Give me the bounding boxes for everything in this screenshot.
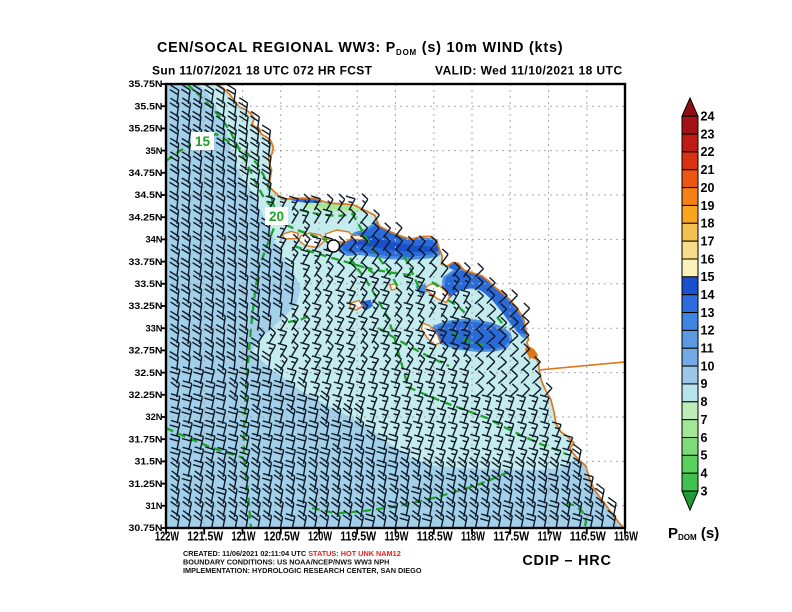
svg-text:6: 6 [701,431,708,445]
svg-text:15: 15 [195,134,211,149]
svg-text:34.25N: 34.25N [129,212,163,222]
svg-text:119.5W: 119.5W [340,529,377,544]
svg-text:11: 11 [701,342,714,356]
svg-text:BOUNDARY CONDITIONS: US NOAA/N: BOUNDARY CONDITIONS: US NOAA/NCEP/NWS WW… [183,558,389,567]
svg-text:35.75N: 35.75N [129,79,163,89]
svg-text:122W: 122W [155,529,180,544]
svg-text:35.25N: 35.25N [129,124,163,134]
svg-text:IMPLEMENTATION: HYDROLOGIC RES: IMPLEMENTATION: HYDROLOGIC RESEARCH CENT… [183,566,422,575]
svg-text:34.75N: 34.75N [129,168,163,178]
svg-text:CDIP – HRC: CDIP – HRC [522,553,611,569]
svg-text:116W: 116W [614,529,639,544]
svg-text:34N: 34N [146,235,163,245]
svg-text:12: 12 [701,324,715,338]
svg-text:32N: 32N [146,412,163,422]
svg-text:33N: 33N [146,323,163,333]
svg-text:33.75N: 33.75N [129,257,163,267]
svg-text:14: 14 [701,288,715,302]
svg-text:3: 3 [701,484,708,498]
svg-text:21: 21 [701,163,715,177]
svg-text:35N: 35N [146,146,163,156]
svg-text:7: 7 [701,413,708,427]
svg-text:CEN/SOCAL REGIONAL WW3: PDOM (: CEN/SOCAL REGIONAL WW3: PDOM (s) 10m WIN… [157,40,563,57]
svg-text:117W: 117W [538,529,563,544]
svg-text:18: 18 [701,217,715,231]
svg-text:31N: 31N [146,501,163,511]
svg-text:120.5W: 120.5W [264,529,301,544]
svg-text:16: 16 [701,252,715,266]
svg-text:119W: 119W [385,529,410,544]
svg-text:8: 8 [701,395,708,409]
svg-text:30.75N: 30.75N [129,523,163,533]
svg-text:23: 23 [701,127,715,141]
svg-text:120W: 120W [308,529,333,544]
svg-text:33.25N: 33.25N [129,301,163,311]
svg-text:32.75N: 32.75N [129,346,163,356]
svg-text:15: 15 [701,270,715,284]
svg-text:22: 22 [701,145,715,159]
svg-text:32.5N: 32.5N [135,368,163,378]
svg-text:17: 17 [701,235,715,249]
svg-text:CREATED: 11/06/2021 02:11:04 U: CREATED: 11/06/2021 02:11:04 UTC STATUS:… [183,549,401,558]
svg-text:31.25N: 31.25N [129,479,163,489]
svg-text:32.25N: 32.25N [129,390,163,400]
svg-text:33.5N: 33.5N [135,279,163,289]
svg-text:121W: 121W [232,529,257,544]
svg-text:31.5N: 31.5N [135,457,163,467]
svg-text:121.5W: 121.5W [187,529,224,544]
svg-text:9: 9 [701,377,708,391]
svg-text:24: 24 [701,110,715,124]
svg-text:VALID: Wed 11/10/2021 18 UTC: VALID: Wed 11/10/2021 18 UTC [435,64,623,78]
svg-text:5: 5 [701,449,708,463]
svg-text:34.5N: 34.5N [135,190,163,200]
svg-text:19: 19 [701,199,715,213]
svg-text:117.5W: 117.5W [493,529,530,544]
svg-text:13: 13 [701,306,715,320]
svg-text:116.5W: 116.5W [570,529,607,544]
svg-text:35.5N: 35.5N [135,101,163,111]
svg-text:20: 20 [269,209,284,224]
svg-text:Sun 11/07/2021 18 UTC 072 HR F: Sun 11/07/2021 18 UTC 072 HR FCST [152,64,373,78]
svg-text:10: 10 [701,359,715,373]
svg-text:20: 20 [701,181,715,195]
svg-text:118.5W: 118.5W [417,529,454,544]
svg-text:4: 4 [701,467,708,481]
svg-text:31.75N: 31.75N [129,434,163,444]
svg-text:118W: 118W [461,529,486,544]
